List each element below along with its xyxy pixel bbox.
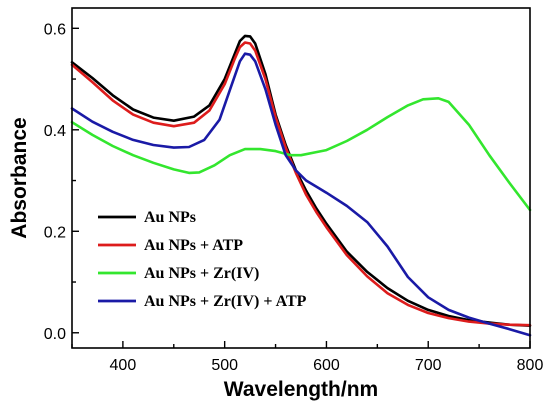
series-layer <box>70 34 532 337</box>
series-line-4 <box>70 52 532 337</box>
legend-label: Au NPs + Zr(IV) <box>144 265 259 282</box>
y-tick-label: 0.6 <box>44 21 66 38</box>
x-tick-label: 400 <box>110 357 137 374</box>
plot-frame <box>71 7 531 349</box>
legend: Au NPs Au NPs + ATP Au NPs + Zr(IV) Au NPs … <box>98 209 307 310</box>
y-tick-label: 0.4 <box>44 123 66 140</box>
x-tick-label: 500 <box>211 357 238 374</box>
x-tick-label: 600 <box>313 357 340 374</box>
series-line-2 <box>70 41 532 327</box>
y-axis-ticks: 0.0 0.2 0.4 0.6 <box>44 21 79 343</box>
x-tick-label: 700 <box>415 357 442 374</box>
x-axis-ticks: 400 500 600 700 800 <box>71 341 544 374</box>
legend-label: Au NPs + Zr(IV) + ATP <box>144 293 307 310</box>
series-line-3 <box>70 97 532 212</box>
legend-label: Au NPs + ATP <box>144 237 243 254</box>
y-tick-label: 0.2 <box>44 224 66 241</box>
y-axis-title: Absorbance <box>8 117 31 238</box>
x-axis-title: Wavelength/nm <box>224 378 378 401</box>
legend-label: Au NPs <box>144 209 196 226</box>
x-tick-label: 800 <box>517 357 544 374</box>
y-tick-label: 0.0 <box>44 326 66 343</box>
